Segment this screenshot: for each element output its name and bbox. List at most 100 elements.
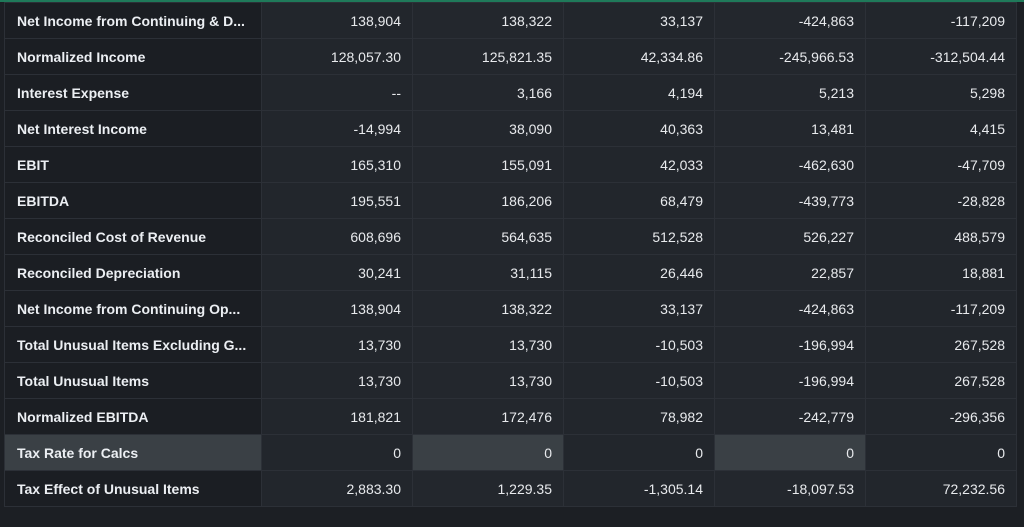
row-value: 13,730 [261, 326, 413, 363]
row-value: 564,635 [412, 218, 564, 255]
row-value: 0 [412, 434, 564, 471]
table-row[interactable]: EBITDA 195,551 186,206 68,479 -439,773 -… [4, 182, 1017, 219]
row-value: 0 [563, 434, 715, 471]
table-row[interactable]: Normalized Income 128,057.30 125,821.35 … [4, 38, 1017, 75]
row-value: 68,479 [563, 182, 715, 219]
row-label: Total Unusual Items Excluding G... [4, 326, 262, 363]
row-value: 186,206 [412, 182, 564, 219]
row-value: 172,476 [412, 398, 564, 435]
row-value: 125,821.35 [412, 38, 564, 75]
table-row-highlighted[interactable]: Tax Rate for Calcs 0 0 0 0 0 [4, 434, 1017, 471]
row-value: 33,137 [563, 2, 715, 39]
row-value: 13,730 [261, 362, 413, 399]
row-value: 1,229.35 [412, 470, 564, 507]
row-value: 3,166 [412, 74, 564, 111]
row-value: 33,137 [563, 290, 715, 327]
row-value: 165,310 [261, 146, 413, 183]
row-label: Net Income from Continuing & D... [4, 2, 262, 39]
table-row[interactable]: Net Income from Continuing Op... 138,904… [4, 290, 1017, 327]
table-row[interactable]: Normalized EBITDA 181,821 172,476 78,982… [4, 398, 1017, 435]
row-value: -196,994 [714, 326, 866, 363]
row-value: 5,213 [714, 74, 866, 111]
financials-table: Net Income from Continuing & D... 138,90… [4, 2, 1017, 507]
row-label: Tax Effect of Unusual Items [4, 470, 262, 507]
row-value: 608,696 [261, 218, 413, 255]
row-value: 138,322 [412, 290, 564, 327]
row-value: 526,227 [714, 218, 866, 255]
row-value: 488,579 [865, 218, 1017, 255]
table-row[interactable]: Tax Effect of Unusual Items 2,883.30 1,2… [4, 470, 1017, 507]
row-value: 72,232.56 [865, 470, 1017, 507]
row-value: 155,091 [412, 146, 564, 183]
financials-table-body: Net Income from Continuing & D... 138,90… [4, 2, 1017, 507]
financials-table-container: Net Income from Continuing & D... 138,90… [4, 2, 1017, 507]
table-row[interactable]: Total Unusual Items Excluding G... 13,73… [4, 326, 1017, 363]
row-value: 78,982 [563, 398, 715, 435]
row-value: -10,503 [563, 326, 715, 363]
row-label: Normalized Income [4, 38, 262, 75]
row-value: 38,090 [412, 110, 564, 147]
table-row[interactable]: Interest Expense -- 3,166 4,194 5,213 5,… [4, 74, 1017, 111]
row-value: 13,481 [714, 110, 866, 147]
table-row[interactable]: Reconciled Cost of Revenue 608,696 564,6… [4, 218, 1017, 255]
row-value: -245,966.53 [714, 38, 866, 75]
table-row[interactable]: Net Interest Income -14,994 38,090 40,36… [4, 110, 1017, 147]
row-value: 512,528 [563, 218, 715, 255]
row-value: 138,322 [412, 2, 564, 39]
row-value: -117,209 [865, 2, 1017, 39]
row-label: Total Unusual Items [4, 362, 262, 399]
row-value: -28,828 [865, 182, 1017, 219]
row-value: 0 [261, 434, 413, 471]
table-row[interactable]: Reconciled Depreciation 30,241 31,115 26… [4, 254, 1017, 291]
row-value: 5,298 [865, 74, 1017, 111]
row-value: -47,709 [865, 146, 1017, 183]
table-row[interactable]: Total Unusual Items 13,730 13,730 -10,50… [4, 362, 1017, 399]
row-value: 31,115 [412, 254, 564, 291]
table-row[interactable]: EBIT 165,310 155,091 42,033 -462,630 -47… [4, 146, 1017, 183]
row-value: -242,779 [714, 398, 866, 435]
row-value: 267,528 [865, 326, 1017, 363]
row-label: Tax Rate for Calcs [4, 434, 262, 471]
row-value: 181,821 [261, 398, 413, 435]
row-value: -- [261, 74, 413, 111]
row-value: 128,057.30 [261, 38, 413, 75]
row-value: 40,363 [563, 110, 715, 147]
row-value: 138,904 [261, 2, 413, 39]
row-value: 42,033 [563, 146, 715, 183]
row-value: -312,504.44 [865, 38, 1017, 75]
row-label: Net Interest Income [4, 110, 262, 147]
row-label: Interest Expense [4, 74, 262, 111]
row-value: -10,503 [563, 362, 715, 399]
row-value: 267,528 [865, 362, 1017, 399]
row-value: 0 [714, 434, 866, 471]
row-value: 42,334.86 [563, 38, 715, 75]
row-value: -296,356 [865, 398, 1017, 435]
row-value: 30,241 [261, 254, 413, 291]
row-value: 18,881 [865, 254, 1017, 291]
top-accent-bar [0, 0, 1024, 2]
row-value: 4,415 [865, 110, 1017, 147]
row-label: Reconciled Cost of Revenue [4, 218, 262, 255]
row-value: -439,773 [714, 182, 866, 219]
row-value: -18,097.53 [714, 470, 866, 507]
row-label: EBIT [4, 146, 262, 183]
row-value: -424,863 [714, 2, 866, 39]
table-row[interactable]: Net Income from Continuing & D... 138,90… [4, 2, 1017, 39]
row-value: -117,209 [865, 290, 1017, 327]
row-value: 22,857 [714, 254, 866, 291]
row-value: 4,194 [563, 74, 715, 111]
row-label: EBITDA [4, 182, 262, 219]
row-value: 13,730 [412, 326, 564, 363]
row-value: 26,446 [563, 254, 715, 291]
row-value: 2,883.30 [261, 470, 413, 507]
row-value: -14,994 [261, 110, 413, 147]
row-value: -424,863 [714, 290, 866, 327]
row-value: 0 [865, 434, 1017, 471]
row-label: Net Income from Continuing Op... [4, 290, 262, 327]
row-value: -1,305.14 [563, 470, 715, 507]
row-value: -462,630 [714, 146, 866, 183]
row-label: Reconciled Depreciation [4, 254, 262, 291]
row-value: 13,730 [412, 362, 564, 399]
row-value: 138,904 [261, 290, 413, 327]
row-value: -196,994 [714, 362, 866, 399]
